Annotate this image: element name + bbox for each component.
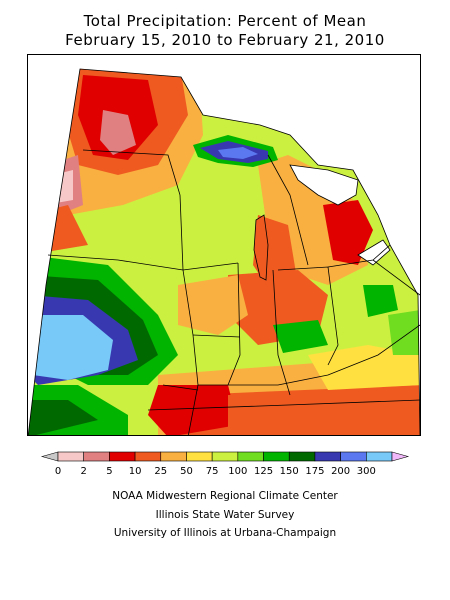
legend-tick-label: 100 <box>228 466 247 476</box>
legend-tick-label: 125 <box>254 466 273 476</box>
lake-michigan <box>253 214 269 281</box>
legend-swatch <box>340 451 367 462</box>
legend-swatch <box>186 451 213 462</box>
legend-swatch <box>314 451 341 462</box>
legend-tick-label: 10 <box>129 466 142 476</box>
lake-erie <box>357 239 391 266</box>
legend-swatch <box>134 451 162 462</box>
legend-swatch <box>366 451 393 462</box>
legend-tick-label: 5 <box>106 466 112 476</box>
legend-swatch <box>237 451 264 462</box>
legend-swatch <box>288 451 316 462</box>
legend-tick-label: 2 <box>81 466 87 476</box>
credit-line-1: NOAA Midwestern Regional Climate Center <box>112 490 338 502</box>
state-boundaries <box>28 68 420 435</box>
legend-tick-label: 0 <box>55 466 61 476</box>
legend-swatch <box>160 451 187 462</box>
legend-arrow-left <box>40 451 59 462</box>
legend-arrow-right <box>391 451 410 462</box>
legend-tick-label: 150 <box>280 466 299 476</box>
legend-tick-label: 200 <box>331 466 350 476</box>
legend-swatch <box>263 451 290 462</box>
legend-tick-label: 175 <box>305 466 324 476</box>
legend: 0 2 5 10 25 50 75 100 125 150 175 200 300 <box>40 451 410 476</box>
map-title: Total Precipitation: Percent of Mean <box>83 12 367 30</box>
legend-tick-label: 75 <box>206 466 219 476</box>
legend-swatch <box>57 451 84 462</box>
precipitation-map-canvas <box>28 68 420 435</box>
lake-huron <box>289 164 359 206</box>
legend-swatch <box>83 451 110 462</box>
precipitation-map <box>27 54 421 436</box>
legend-tick-label: 300 <box>357 466 376 476</box>
credit-line-2: Illinois State Water Survey <box>155 509 295 521</box>
map-date-range: February 15, 2010 to February 21, 2010 <box>65 31 385 49</box>
legend-swatch <box>211 451 239 462</box>
legend-swatch <box>109 451 136 462</box>
legend-tick-label: 25 <box>154 466 167 476</box>
credit-line-3: University of Illinois at Urbana-Champai… <box>113 527 337 539</box>
legend-tick-label: 50 <box>180 466 193 476</box>
